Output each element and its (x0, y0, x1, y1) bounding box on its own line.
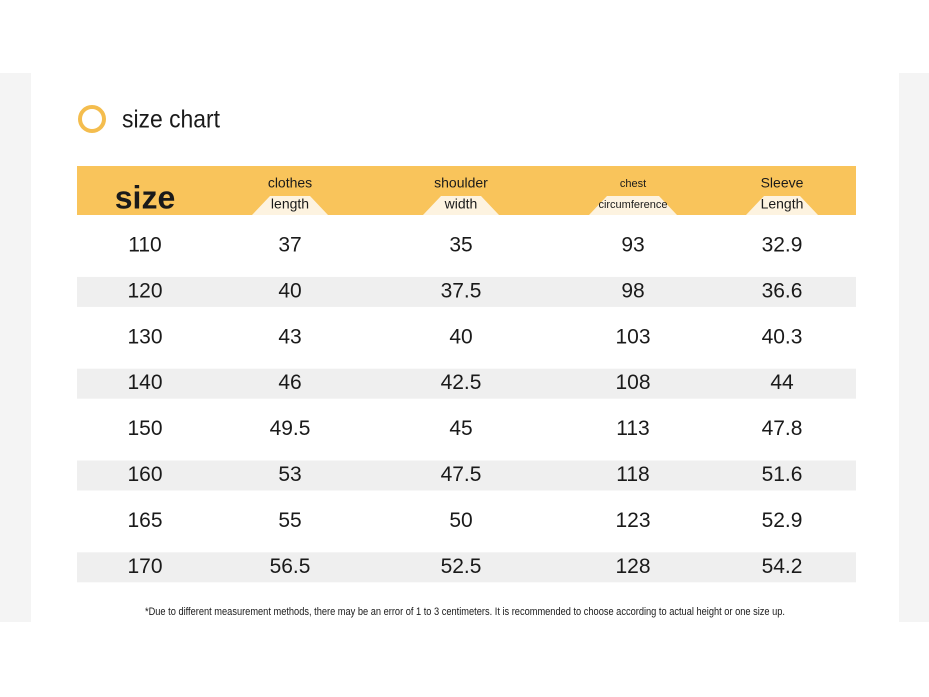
cell: 103 (615, 325, 650, 348)
cell: 128 (615, 555, 650, 578)
cell: 140 (127, 371, 162, 394)
cell: 53 (278, 463, 301, 486)
cell: 47.5 (441, 463, 482, 486)
cell: 37.5 (441, 279, 482, 302)
cell: 93 (621, 234, 644, 257)
title: size chart (122, 106, 220, 134)
cell: 165 (127, 509, 162, 532)
header-label: clothes (268, 175, 312, 191)
row-band (77, 368, 856, 399)
cell: 32.9 (762, 234, 803, 257)
cell: 49.5 (270, 417, 311, 440)
cell: 55 (278, 509, 301, 532)
cell: 47.8 (762, 417, 803, 440)
cell: 170 (127, 555, 162, 578)
cell: 56.5 (270, 555, 311, 578)
row-band (77, 276, 856, 307)
header-label: width (444, 196, 478, 212)
cell: 160 (127, 463, 162, 486)
cell: 54.2 (762, 555, 803, 578)
cell: 36.6 (762, 279, 803, 302)
header-label: Length (761, 196, 804, 212)
header-tabs (252, 196, 818, 215)
cell: 120 (127, 279, 162, 302)
cell: 113 (616, 417, 649, 440)
header-label: circumference (598, 199, 667, 211)
cell: 40 (449, 325, 472, 348)
header-tab (252, 196, 328, 215)
cell: 44 (770, 371, 794, 394)
header-tab (423, 196, 499, 215)
header-label: size (115, 179, 175, 215)
side-band (899, 73, 929, 622)
cell: 37 (278, 234, 301, 257)
footnote: *Due to different measurement methods, t… (145, 606, 785, 618)
cell: 118 (616, 463, 649, 486)
cell: 40 (278, 279, 301, 302)
row-band (77, 552, 856, 583)
header-label: Sleeve (761, 175, 804, 191)
cell: 150 (127, 417, 162, 440)
header-label: length (271, 196, 309, 212)
row-band (77, 460, 856, 491)
table: size clothes length shoulder width chest circu… (77, 175, 856, 583)
cell: 51.6 (762, 463, 803, 486)
cell: 123 (615, 509, 650, 532)
cell: 35 (449, 234, 472, 257)
header-tab (589, 196, 677, 215)
header-label: shoulder (434, 175, 488, 191)
cell: 98 (621, 279, 644, 302)
cell: 43 (278, 325, 301, 348)
cell: 52.5 (441, 555, 482, 578)
cell: 130 (127, 325, 162, 348)
cell: 42.5 (441, 371, 482, 394)
side-band (0, 73, 31, 622)
title-icon (78, 105, 106, 133)
header-label: chest (620, 178, 646, 190)
cell: 52.9 (762, 509, 803, 532)
cell: 46 (278, 371, 301, 394)
cell: 45 (449, 417, 472, 440)
header-tab (746, 196, 818, 215)
cell: 110 (128, 234, 161, 257)
cell: 108 (615, 371, 650, 394)
cell: 40.3 (762, 325, 803, 348)
cell: 50 (449, 509, 472, 532)
